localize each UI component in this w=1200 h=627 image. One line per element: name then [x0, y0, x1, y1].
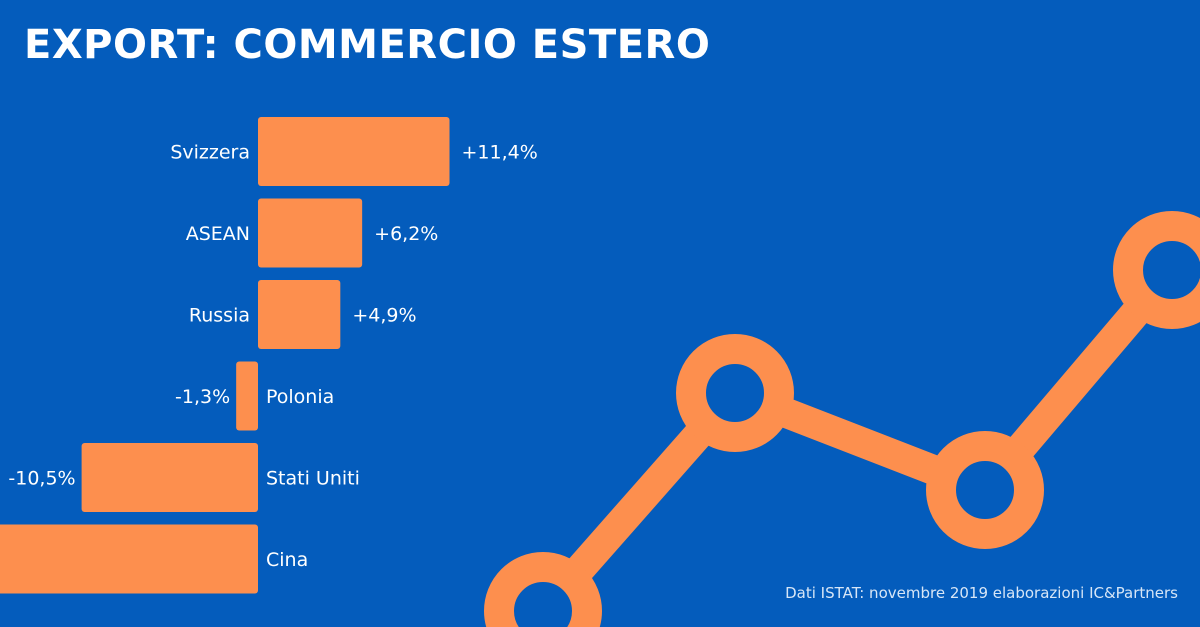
bar-russia	[258, 280, 341, 349]
trend-node	[676, 334, 794, 452]
page-title: EXPORT: COMMERCIO ESTERO	[24, 22, 711, 68]
trend-node	[926, 431, 1044, 549]
value-label: +11,4%	[462, 142, 538, 164]
source-note: Dati ISTAT: novembre 2019 elaborazioni I…	[785, 584, 1178, 602]
trend-node	[484, 552, 602, 627]
value-label: -10,5%	[8, 468, 75, 490]
category-label: Russia	[189, 305, 250, 327]
bar-cina	[0, 524, 258, 594]
trend-node	[1113, 211, 1200, 329]
category-label: ASEAN	[186, 223, 250, 245]
category-label: Stati Uniti	[266, 468, 360, 490]
bar-asean	[258, 198, 363, 268]
value-label: +4,9%	[352, 305, 416, 327]
bar-svizzera	[258, 117, 450, 186]
value-label: -1,3%	[175, 386, 230, 408]
bar-stati-uniti	[81, 443, 258, 512]
category-label: Svizzera	[170, 142, 250, 164]
category-label: Polonia	[266, 386, 334, 408]
bar-polonia	[236, 361, 258, 431]
category-label: Cina	[266, 549, 308, 571]
value-label: +6,2%	[374, 223, 438, 245]
bars-group: Svizzera +11,4% ASEAN +6,2% Russia +4,9% Polon…	[0, 117, 538, 594]
